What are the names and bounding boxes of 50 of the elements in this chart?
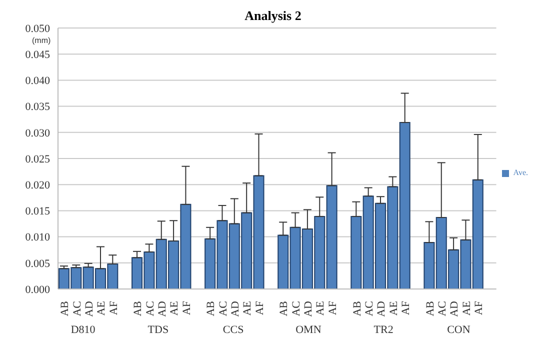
x-tick-label: AB bbox=[132, 301, 144, 316]
legend-label: Ave. bbox=[513, 168, 528, 177]
x-tick-label: AC bbox=[290, 301, 302, 316]
x-tick-label: AC bbox=[71, 301, 84, 316]
x-tick-label: AF bbox=[473, 301, 486, 316]
x-tick-label: AC bbox=[436, 301, 448, 316]
text: CCS bbox=[222, 324, 244, 336]
x-tick-label: AD bbox=[448, 300, 461, 317]
x-tick-label: AE bbox=[460, 300, 473, 316]
x-tick-label: AB bbox=[351, 301, 364, 316]
x-tick-label: AF bbox=[400, 301, 412, 316]
x-tick-label: AC bbox=[363, 301, 376, 316]
x-tick-label: AF bbox=[326, 301, 339, 316]
x-tick-label: AE bbox=[314, 300, 327, 316]
x-tick-label: AE bbox=[96, 300, 108, 316]
text: TR2 bbox=[374, 324, 394, 336]
y-tick-label: 0.035 bbox=[25, 101, 50, 114]
text: OMN bbox=[296, 324, 322, 336]
x-tick-label: AE bbox=[388, 300, 400, 316]
text: D810 bbox=[70, 324, 96, 336]
y-tick-label: 0.025 bbox=[25, 153, 50, 166]
x-tick-label: AC bbox=[144, 301, 156, 316]
x-tick-label: AB bbox=[424, 301, 436, 316]
y-tick-label: 0.045 bbox=[25, 49, 50, 62]
y-tick-label: 0.050 bbox=[25, 22, 50, 35]
x-tick-label: AB bbox=[278, 301, 290, 316]
chart-title: Analysis 2 bbox=[244, 8, 302, 24]
y-tick-label: 0.010 bbox=[25, 232, 50, 244]
x-tick-label: AD bbox=[230, 300, 242, 317]
x-tick-label: AD bbox=[156, 300, 168, 317]
x-tick-label: AE bbox=[168, 300, 181, 316]
x-tick-label: AF bbox=[254, 301, 266, 316]
text: TDS bbox=[148, 324, 169, 336]
x-tick-label: AB bbox=[205, 301, 218, 316]
x-tick-label: AF bbox=[180, 301, 193, 316]
y-tick-label: 0.000 bbox=[25, 284, 50, 296]
x-tick-label: AB bbox=[59, 301, 72, 316]
text: CON bbox=[447, 324, 470, 336]
x-tick-label: AD bbox=[302, 300, 315, 317]
y-tick-label: 0.015 bbox=[25, 206, 50, 218]
y-tick-label: 0.040 bbox=[25, 75, 50, 88]
y-axis-title: (mm) bbox=[32, 36, 51, 45]
x-tick-label: AD bbox=[376, 300, 388, 317]
x-tick-label: AD bbox=[83, 300, 96, 317]
x-tick-label: AC bbox=[217, 301, 230, 316]
y-tick-label: 0.030 bbox=[25, 127, 50, 140]
y-tick-label: 0.005 bbox=[25, 258, 50, 270]
y-tick-label: 0.020 bbox=[25, 180, 50, 192]
x-tick-label: AE bbox=[242, 300, 254, 316]
x-tick-label: AF bbox=[108, 301, 120, 316]
